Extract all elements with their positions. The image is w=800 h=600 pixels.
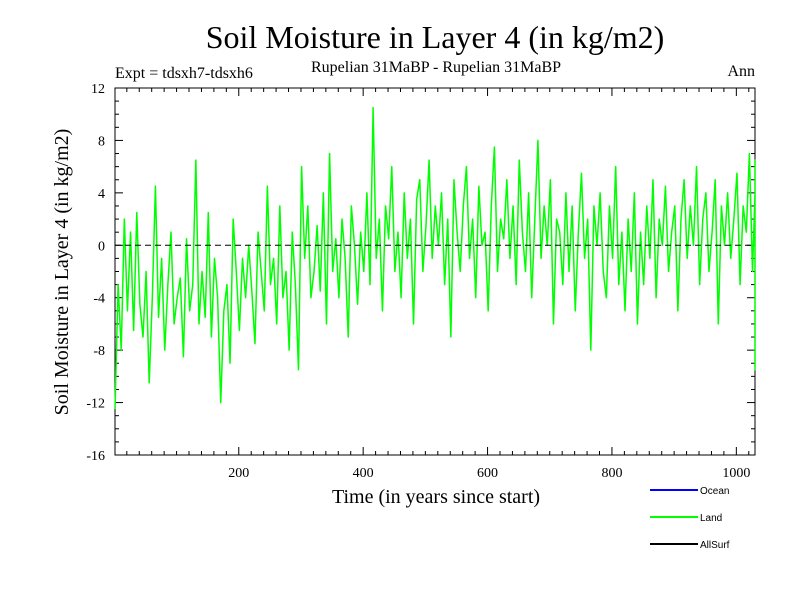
legend-label-ocean: Ocean — [700, 486, 729, 497]
series-layer — [114, 106, 756, 410]
x-tick-label: 1000 — [722, 466, 750, 481]
x-tick-label: 400 — [353, 466, 374, 481]
y-tick-label: -16 — [86, 449, 105, 464]
experiment-label: Expt = tdsxh7-tdsxh6 — [115, 65, 253, 82]
y-tick-label: 4 — [98, 187, 105, 202]
plot-frame — [114, 87, 756, 456]
legend: Ocean Land AllSurf — [650, 486, 730, 551]
legend-label-allsurf: AllSurf — [700, 540, 730, 551]
y-tick-label: -12 — [86, 397, 105, 412]
y-tick-label: -8 — [93, 344, 105, 359]
series-line-land — [114, 106, 756, 410]
chart-title: Soil Moisture in Layer 4 (in kg/m2) — [206, 19, 665, 55]
period-label: Ann — [727, 63, 755, 80]
x-tick-label: 600 — [477, 466, 498, 481]
y-tick-label: 0 — [98, 239, 105, 254]
plot-area — [114, 87, 756, 456]
x-tick-label: 800 — [601, 466, 622, 481]
legend-label-land: Land — [700, 513, 722, 524]
x-tick-label: 200 — [228, 466, 249, 481]
subtitle-label: Rupelian 31MaBP - Rupelian 31MaBP — [311, 59, 561, 76]
y-tick-label: 8 — [98, 134, 105, 149]
y-axis-label: Soil Moisture in Layer 4 (in kg/m2) — [51, 129, 73, 416]
x-axis-label: Time (in years since start) — [332, 486, 540, 508]
y-tick-labels: 12 8 4 0 -4 -8 -12 -16 — [86, 82, 105, 464]
axis-ticks — [115, 87, 755, 456]
x-tick-labels: 200 400 600 800 1000 — [228, 466, 750, 481]
y-tick-label: -4 — [93, 292, 105, 307]
y-tick-label: 12 — [91, 82, 105, 97]
